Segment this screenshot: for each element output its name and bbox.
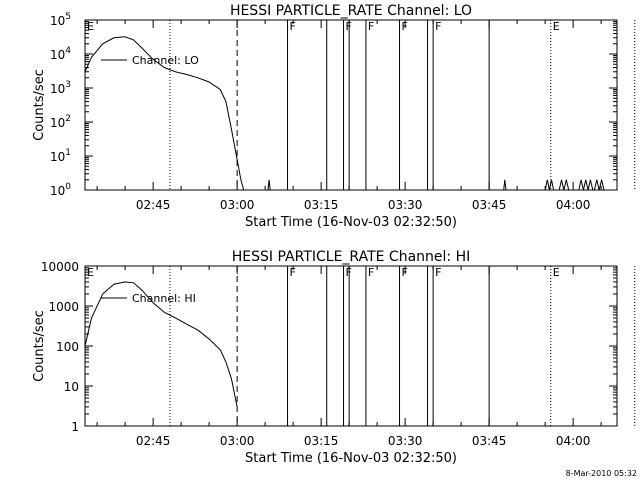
noise-spike: [593, 179, 605, 191]
x-tick-label: 04:00: [556, 434, 591, 448]
y-tick-label: 104: [50, 46, 71, 62]
noise-spike: [558, 179, 570, 191]
y-tick-label: 102: [50, 114, 71, 130]
event-marker-label: E: [553, 20, 560, 33]
x-axis-label: Start Time (16-Nov-03 02:32:50): [245, 215, 457, 230]
footer-timestamp: 8-Mar-2010 05:32: [566, 469, 637, 478]
y-tick-label: 101: [50, 148, 71, 164]
legend-label: Channel: LO: [132, 54, 199, 67]
y-tick-label: 10000: [41, 260, 79, 274]
y-tick-label: 1: [71, 420, 79, 434]
x-tick-label: 03:15: [304, 434, 339, 448]
x-tick-label: 03:00: [220, 198, 255, 212]
y-axis-label: Counts/sec: [32, 310, 47, 382]
event-marker-label: F: [290, 266, 296, 279]
plot-frame: [84, 19, 618, 191]
noise-spike: [503, 179, 507, 191]
event-marker-label: E: [87, 266, 94, 279]
y-tick-label: 1000: [48, 300, 79, 314]
x-tick-label: 04:00: [556, 198, 591, 212]
x-tick-label: 02:45: [136, 434, 171, 448]
panel-lo: HESSI PARTICLE_RATE Channel: LO Start Tim…: [32, 3, 636, 230]
event-marker-label: F: [368, 266, 374, 279]
x-axis-label: Start Time (16-Nov-03 02:32:50): [245, 451, 457, 466]
y-tick-label: 105: [50, 12, 71, 28]
y-tick-label: 103: [50, 80, 71, 96]
x-tick-label: 03:45: [472, 434, 507, 448]
x-tick-label: 03:15: [304, 198, 339, 212]
plot-frame: [84, 265, 618, 427]
y-tick-label: 10: [64, 380, 79, 394]
chart-title: HESSI PARTICLE_RATE Channel: HI: [232, 249, 470, 265]
y-tick-label: 100: [56, 340, 79, 354]
x-tick-label: 03:30: [388, 198, 423, 212]
legend-label: Channel: HI: [132, 292, 196, 305]
x-tick-label: 03:30: [388, 434, 423, 448]
noise-spike: [267, 179, 271, 191]
event-marker-label: E: [87, 20, 94, 33]
event-marker-label: F: [368, 20, 374, 33]
noise-spike: [578, 179, 594, 191]
chart-title: HESSI PARTICLE_RATE Channel: LO: [230, 3, 472, 19]
series-line: [84, 36, 245, 191]
event-marker-label: F: [435, 266, 441, 279]
event-marker-label: F: [435, 20, 441, 33]
event-marker-label: F: [402, 20, 408, 33]
panel-hi: HESSI PARTICLE_RATE Channel: HI Start Tim…: [32, 249, 636, 466]
event-marker-label: F: [402, 266, 408, 279]
x-tick-label: 02:45: [136, 198, 171, 212]
series-line: [84, 281, 238, 407]
y-tick-label: 100: [50, 182, 71, 198]
x-tick-label: 03:00: [220, 434, 255, 448]
event-marker-label: E: [553, 266, 560, 279]
noise-spike: [544, 179, 555, 191]
event-marker-label: F: [290, 20, 296, 33]
x-tick-label: 03:45: [472, 198, 507, 212]
y-axis-label: Counts/sec: [32, 69, 47, 141]
